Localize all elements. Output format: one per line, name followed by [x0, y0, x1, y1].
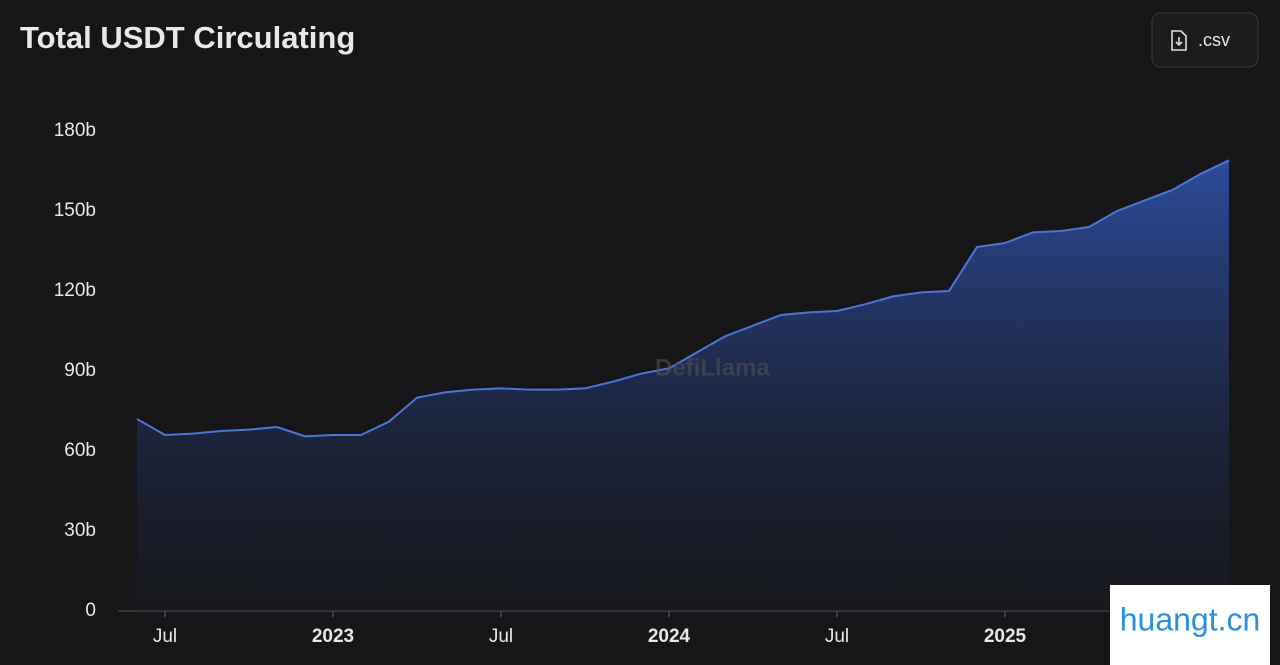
button-box[interactable]: [1151, 12, 1259, 68]
y-tick-label: 120b: [54, 280, 96, 301]
x-tick-label: Jul: [825, 626, 849, 647]
plot: 0 30b 60b 90b 120b 150b 180b Jul 2023 Jul 2024 Jul 2…: [54, 120, 1238, 647]
area: [137, 160, 1229, 612]
chart-title: Total USDT Circulating: [20, 20, 355, 55]
download-icon: [1171, 30, 1187, 51]
x-tick-label: 2025: [984, 626, 1027, 647]
x-tick-label: Jul: [153, 626, 177, 647]
csv-button[interactable]: .csv: [1151, 12, 1259, 68]
y-tick-label: 0: [85, 600, 96, 621]
y-tick-label: 150b: [54, 200, 96, 221]
x-tick-label: 2023: [312, 626, 354, 647]
x-tick-label: Jul: [489, 626, 513, 647]
overlay-text: huangt.cn: [1120, 601, 1261, 637]
x-tick-label: 2024: [648, 626, 691, 647]
y-tick-label: 180b: [54, 120, 96, 141]
watermark: DefiLlama: [655, 354, 770, 381]
y-tick-label: 60b: [64, 440, 96, 461]
y-tick-label: 90b: [64, 360, 96, 381]
line: [136, 159, 1230, 438]
button-label[interactable]: .csv: [1198, 30, 1230, 50]
y-tick-label: 30b: [64, 520, 96, 541]
overlay-box: [1110, 585, 1270, 665]
